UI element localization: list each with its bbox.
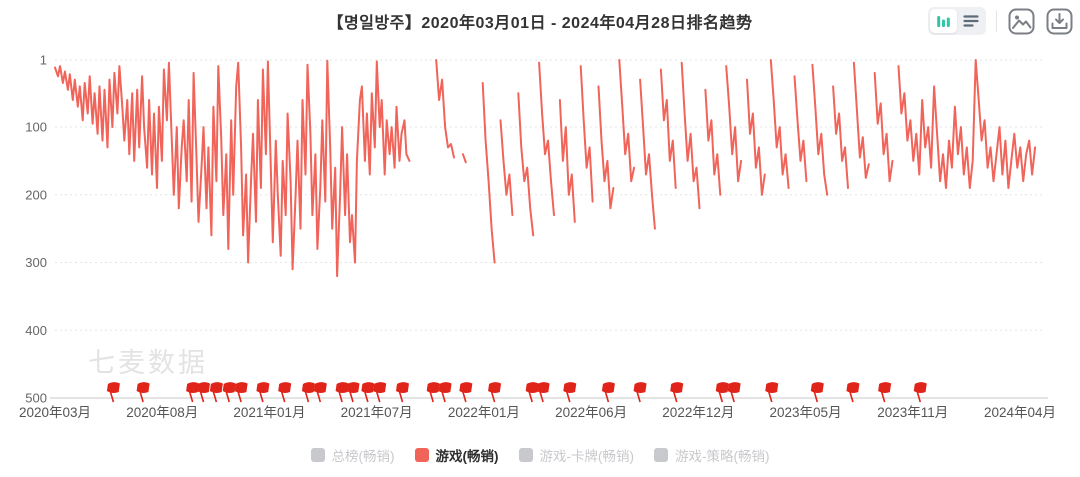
legend-swatch [310, 448, 325, 462]
event-flag-icon [301, 382, 315, 403]
chart-title: 【명일방주】2020年03月01日 - 2024年04月28日排名趋势 [327, 15, 753, 32]
legend-swatch [518, 448, 533, 462]
event-flag-icon [222, 382, 236, 403]
event-flag-icon [459, 382, 473, 403]
toolbar-divider [996, 10, 997, 32]
legend-item-youxi[interactable]: 游戏(畅销) [414, 445, 499, 465]
watermark: 七麦数据 [88, 348, 208, 378]
event-flag-icon [234, 382, 248, 403]
y-axis-label: 300 [25, 255, 47, 270]
event-flag-icon [536, 382, 550, 403]
y-axis-label: 500 [25, 391, 47, 406]
event-flag-icon [209, 382, 223, 403]
toolbar [928, 7, 1073, 35]
event-flag-icon [361, 382, 375, 403]
legend-item-zongbang[interactable]: 总榜(畅销) [310, 445, 395, 465]
x-axis-label: 2021年07月 [341, 405, 413, 420]
event-flag-icon [670, 382, 684, 403]
event-flag-icon [601, 382, 615, 403]
x-axis-label: 2022年01月 [448, 405, 520, 420]
legend-label: 游戏-策略(畅销) [675, 449, 770, 464]
export-image-button[interactable] [1007, 7, 1035, 35]
x-axis-label: 2022年06月 [555, 405, 627, 420]
legend: 总榜(畅销) 游戏(畅销) 游戏-卡牌(畅销) 游戏-策略(畅销) [0, 445, 1080, 465]
legend-label: 游戏-卡牌(畅销) [539, 449, 635, 464]
chart-view-button[interactable] [930, 9, 957, 33]
bar-chart-icon [936, 13, 951, 29]
y-axis-label: 400 [25, 323, 47, 338]
event-flag-icon [136, 382, 150, 403]
rank-trend-line [54, 59, 1037, 278]
event-flag-icon [438, 382, 452, 403]
event-flag-icon [373, 382, 387, 403]
list-view-button[interactable] [957, 9, 984, 33]
event-flag-icon [335, 382, 349, 403]
x-axis-label: 2023年11月 [877, 405, 948, 420]
event-flag-icon [810, 382, 824, 403]
x-axis-label: 2023年05月 [770, 405, 842, 420]
legend-item-youxi-kapai[interactable]: 游戏-卡牌(畅销) [518, 445, 635, 465]
y-axis-label: 100 [25, 120, 47, 135]
x-axis-label: 2020年08月 [126, 405, 198, 420]
legend-item-youxi-celue[interactable]: 游戏-策略(畅销) [654, 445, 770, 465]
event-flag-icon [846, 382, 860, 403]
event-flag-icon [197, 382, 210, 403]
view-toggle-group [928, 7, 986, 35]
event-flag-icon [913, 382, 927, 403]
event-flag-icon [313, 382, 327, 403]
event-flag-icon [633, 382, 647, 403]
event-flag-icon [563, 382, 577, 403]
event-flag-icon [106, 382, 120, 403]
list-icon [962, 13, 979, 29]
event-flag-icon [488, 382, 502, 403]
event-flag-icon [426, 382, 440, 403]
event-flag-icon [765, 382, 779, 403]
x-axis-label: 2022年12月 [662, 405, 734, 420]
x-axis-label: 2021年01月 [233, 405, 305, 420]
x-axis-label: 2020年03月 [19, 405, 91, 420]
legend-swatch [654, 448, 668, 462]
legend-swatch [414, 448, 429, 462]
download-icon [1046, 8, 1073, 35]
y-axis-label: 200 [25, 187, 47, 202]
legend-label: 总榜(畅销) [331, 449, 395, 464]
event-flag-icon [878, 382, 892, 403]
event-flag-icon [715, 382, 729, 403]
event-flag-icon [256, 382, 270, 403]
x-axis-label: 2024年04月 [984, 405, 1056, 420]
download-button[interactable] [1045, 7, 1073, 35]
event-flag-icon [186, 382, 200, 403]
event-flag-icon [395, 382, 409, 403]
event-flag-icon [278, 382, 292, 403]
legend-label: 游戏(畅销) [435, 449, 499, 464]
y-axis-label: 1 [40, 53, 47, 68]
image-icon [1008, 8, 1035, 35]
event-flag-icon [727, 382, 741, 403]
event-flag-icon [525, 382, 539, 403]
event-flag-icon [346, 382, 360, 403]
